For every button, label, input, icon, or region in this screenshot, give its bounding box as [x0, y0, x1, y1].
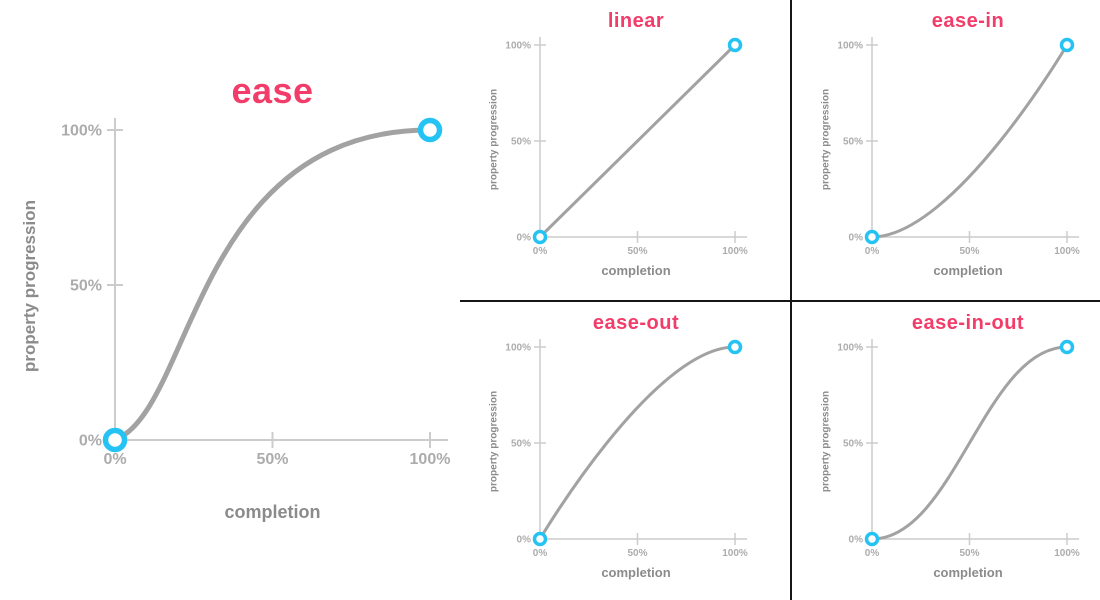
x-tick-label: 100% — [1054, 246, 1080, 257]
chart-ease: 0% 50% 100% 0% 50% 100% ease completion prope… — [0, 0, 460, 600]
chart-ease-in: 0% 50% 100% 0% 50% 100% ease-in completion pr… — [790, 0, 1100, 300]
ease-out-plot-canvas: 0% 50% 100% 0% 50% 100% — [505, 339, 748, 559]
endpoint-marker — [1059, 37, 1075, 53]
y-axis-label: property progression — [820, 88, 832, 191]
x-axis-label: completion — [224, 502, 321, 522]
y-tick-label: 0% — [517, 535, 532, 546]
chart-title-ease-in-out: ease-in-out — [911, 312, 1025, 334]
y-axis-label: property progression — [488, 390, 500, 493]
y-tick-label: 100% — [837, 343, 863, 354]
ease-in-out-plot-canvas: 0% 50% 100% 0% 50% 100% — [837, 339, 1080, 559]
endpoint-marker — [417, 117, 443, 143]
y-tick-label: 100% — [837, 41, 863, 52]
chart-title-ease-out: ease-out — [592, 312, 680, 334]
y-axis-label: property progression — [488, 88, 500, 191]
chart-title-ease-in: ease-in — [931, 10, 1005, 32]
x-tick-label: 0% — [865, 548, 880, 559]
y-tick-label: 50% — [511, 439, 531, 450]
x-tick-label: 100% — [722, 246, 748, 257]
endpoint-marker — [532, 229, 548, 245]
x-axis-label: completion — [933, 565, 1003, 580]
x-tick-label: 50% — [959, 246, 979, 257]
chart-ease-in-out: 0% 50% 100% 0% 50% 100% ease-in-out completio… — [790, 300, 1100, 600]
y-axis-label: property progression — [820, 390, 832, 493]
x-tick-label: 50% — [256, 451, 288, 468]
y-tick-label: 0% — [517, 233, 532, 244]
y-tick-label: 50% — [511, 137, 531, 148]
y-axis-label: property progression — [20, 200, 39, 372]
endpoint-marker — [727, 37, 743, 53]
easing-curve — [538, 43, 737, 239]
y-tick-label: 100% — [61, 123, 102, 140]
chart-title-linear: linear — [607, 10, 665, 32]
x-tick-label: 0% — [103, 451, 126, 468]
ease-in-plot-canvas: 0% 50% 100% 0% 50% 100% — [837, 37, 1080, 257]
y-tick-label: 0% — [79, 433, 102, 450]
easing-curve — [870, 43, 1069, 239]
chart-ease-out: 0% 50% 100% 0% 50% 100% ease-out completion p… — [460, 300, 790, 600]
endpoint-marker — [102, 427, 128, 453]
x-tick-label: 50% — [627, 548, 647, 559]
chart-title-ease: ease — [231, 70, 314, 111]
x-tick-label: 0% — [533, 548, 548, 559]
chart-linear: 0% 50% 100% 0% 50% 100% linear completion pro… — [460, 0, 790, 300]
x-tick-label: 0% — [533, 246, 548, 257]
x-tick-label: 100% — [410, 451, 451, 468]
y-tick-label: 0% — [849, 233, 864, 244]
y-tick-label: 100% — [505, 41, 531, 52]
y-tick-label: 100% — [505, 343, 531, 354]
linear-plot-canvas: 0% 50% 100% 0% 50% 100% — [505, 37, 748, 257]
endpoint-marker — [532, 531, 548, 547]
y-tick-label: 50% — [70, 278, 102, 295]
x-tick-label: 0% — [865, 246, 880, 257]
endpoint-marker — [864, 531, 880, 547]
endpoint-marker — [1059, 339, 1075, 355]
y-tick-label: 50% — [843, 439, 863, 450]
endpoint-marker — [864, 229, 880, 245]
x-axis-label: completion — [933, 263, 1003, 278]
ease-plot-canvas: 0% 50% 100% 0% 50% 100% — [61, 117, 451, 468]
easing-curve — [538, 345, 737, 541]
easing-curve — [112, 127, 433, 443]
x-tick-label: 50% — [627, 246, 647, 257]
x-axis-label: completion — [601, 263, 671, 278]
x-tick-label: 100% — [1054, 548, 1080, 559]
y-tick-label: 0% — [849, 535, 864, 546]
x-tick-label: 50% — [959, 548, 979, 559]
x-tick-label: 100% — [722, 548, 748, 559]
endpoint-marker — [727, 339, 743, 355]
x-axis-label: completion — [601, 565, 671, 580]
y-tick-label: 50% — [843, 137, 863, 148]
small-charts-grid: 0% 50% 100% 0% 50% 100% linear completion pro… — [460, 0, 1100, 600]
easing-curve — [870, 345, 1069, 541]
